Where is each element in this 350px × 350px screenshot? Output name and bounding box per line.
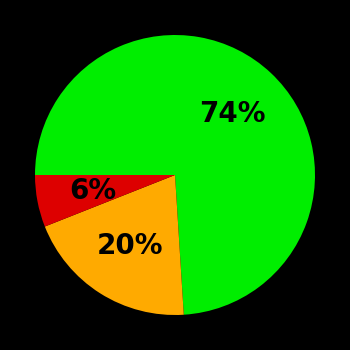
Wedge shape <box>35 35 315 315</box>
Text: 74%: 74% <box>199 100 266 128</box>
Text: 20%: 20% <box>97 232 163 260</box>
Text: 6%: 6% <box>69 177 116 205</box>
Wedge shape <box>35 175 175 226</box>
Wedge shape <box>45 175 184 315</box>
